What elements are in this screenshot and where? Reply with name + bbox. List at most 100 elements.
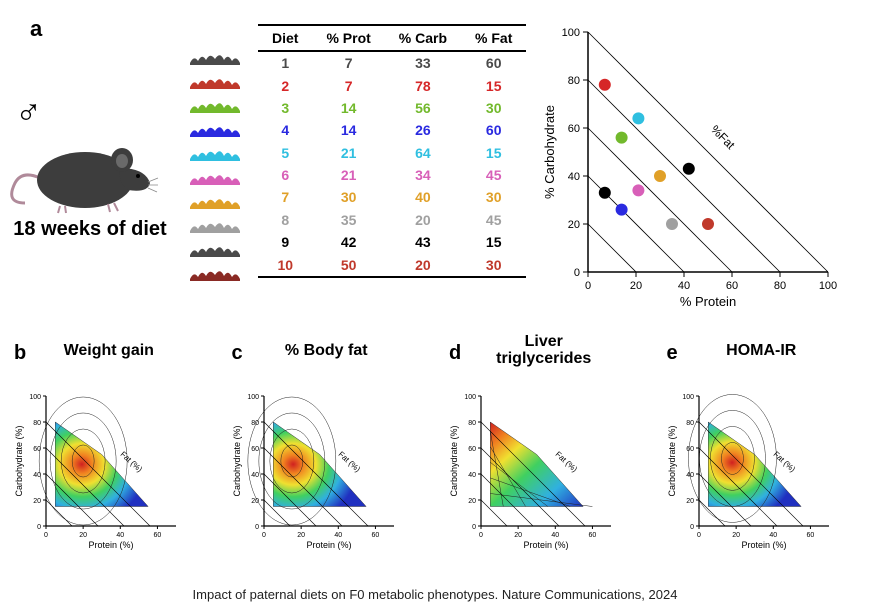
svg-text:60: 60 (371, 532, 379, 539)
svg-text:80: 80 (686, 420, 694, 427)
table-cell: 34 (385, 164, 461, 186)
table-cell: 40 (385, 186, 461, 208)
ternary-scatter-a: 002020404060608080100100% Protein% Carbo… (540, 20, 850, 310)
pellet-item (185, 70, 245, 94)
panel-d-title: Livertriglycerides (435, 334, 653, 368)
table-row: 173360 (258, 51, 526, 74)
svg-text:40: 40 (678, 280, 690, 292)
table-cell: 6 (258, 164, 312, 186)
table-cell: 50 (312, 253, 384, 276)
table-cell: 5 (258, 142, 312, 164)
panel-c-title: % Body fat (218, 342, 436, 360)
svg-text:80: 80 (251, 420, 259, 427)
pellet-item (185, 214, 245, 238)
table-row: 5216415 (258, 142, 526, 164)
table-cell: 26 (385, 119, 461, 141)
table-cell: 45 (461, 164, 526, 186)
svg-text:Protein (%): Protein (%) (523, 540, 568, 550)
pellet-item (185, 94, 245, 118)
table-cell: 43 (385, 231, 461, 253)
table-cell: 14 (312, 119, 384, 141)
svg-text:60: 60 (468, 446, 476, 453)
svg-text:20: 20 (79, 532, 87, 539)
svg-text:40: 40 (33, 472, 41, 479)
pellet-item (185, 142, 245, 166)
heatmap-b: 0204060020406080100Protein (%)Carbohydra… (10, 378, 205, 553)
svg-text:20: 20 (514, 532, 522, 539)
svg-text:20: 20 (297, 532, 305, 539)
svg-text:40: 40 (568, 171, 580, 183)
svg-text:Fat (%): Fat (%) (553, 450, 579, 474)
svg-text:40: 40 (468, 472, 476, 479)
table-cell: 30 (312, 186, 384, 208)
pellet-item (185, 190, 245, 214)
table-cell: 60 (461, 119, 526, 141)
table-cell: 9 (258, 231, 312, 253)
svg-text:60: 60 (589, 532, 597, 539)
table-cell: 21 (312, 142, 384, 164)
table-row: 4142660 (258, 119, 526, 141)
pellet-item (185, 262, 245, 286)
svg-text:20: 20 (732, 532, 740, 539)
table-cell: 21 (312, 164, 384, 186)
table-cell: 56 (385, 97, 461, 119)
svg-text:60: 60 (33, 446, 41, 453)
table-cell: 45 (461, 209, 526, 231)
table-cell: 1 (258, 51, 312, 74)
pellet-item (185, 166, 245, 190)
table-cell: 14 (312, 97, 384, 119)
table-cell: 7 (258, 186, 312, 208)
svg-text:60: 60 (154, 532, 162, 539)
mouse-icon (10, 128, 160, 218)
svg-text:80: 80 (468, 420, 476, 427)
weeks-label: 18 weeks of diet (10, 218, 170, 241)
male-symbol-icon: ♂ (15, 90, 42, 132)
svg-text:Fat (%): Fat (%) (118, 450, 144, 474)
svg-text:Protein (%): Protein (%) (741, 540, 786, 550)
table-cell: 7 (312, 51, 384, 74)
svg-text:100: 100 (682, 394, 694, 401)
svg-text:Carbohydrate (%): Carbohydrate (%) (449, 425, 459, 496)
table-row: 10502030 (258, 253, 526, 276)
panel-a-label: a (30, 16, 42, 42)
table-cell: 60 (461, 51, 526, 74)
svg-text:Carbohydrate (%): Carbohydrate (%) (14, 425, 24, 496)
svg-text:%Fat: %Fat (708, 122, 738, 152)
table-header: % Fat (461, 25, 526, 51)
table-header: % Prot (312, 25, 384, 51)
table-cell: 2 (258, 74, 312, 96)
svg-text:60: 60 (686, 446, 694, 453)
table-header: % Carb (385, 25, 461, 51)
svg-text:80: 80 (33, 420, 41, 427)
table-cell: 64 (385, 142, 461, 164)
panel-e: e HOMA-IR 0204060020406080100Protein (%)… (653, 342, 870, 562)
svg-text:Fat (%): Fat (%) (336, 450, 362, 474)
svg-text:0: 0 (44, 532, 48, 539)
table-cell: 4 (258, 119, 312, 141)
panel-e-title: HOMA-IR (653, 342, 870, 360)
svg-text:100: 100 (819, 280, 837, 292)
panel-a: a ♂ 18 weeks of diet (0, 8, 870, 328)
svg-text:20: 20 (33, 498, 41, 505)
svg-text:0: 0 (690, 524, 694, 531)
svg-text:20: 20 (251, 498, 259, 505)
table-row: 3145630 (258, 97, 526, 119)
panel-d: d Livertriglycerides 0204060020406080100… (435, 342, 653, 562)
table-cell: 20 (385, 209, 461, 231)
svg-text:Carbohydrate (%): Carbohydrate (%) (232, 425, 242, 496)
svg-text:Fat (%): Fat (%) (771, 450, 797, 474)
table-cell: 30 (461, 186, 526, 208)
table-row: 277815 (258, 74, 526, 96)
pellet-item (185, 118, 245, 142)
table-cell: 15 (461, 74, 526, 96)
table-cell: 15 (461, 231, 526, 253)
svg-text:20: 20 (686, 498, 694, 505)
pellet-item (185, 46, 245, 70)
svg-text:% Protein: % Protein (680, 294, 736, 309)
table-cell: 35 (312, 209, 384, 231)
heatmap-c: 0204060020406080100Protein (%)Carbohydra… (228, 378, 423, 553)
figure-caption: Impact of paternal diets on F0 metabolic… (0, 587, 870, 602)
svg-text:100: 100 (464, 394, 476, 401)
table-cell: 33 (385, 51, 461, 74)
svg-text:20: 20 (468, 498, 476, 505)
